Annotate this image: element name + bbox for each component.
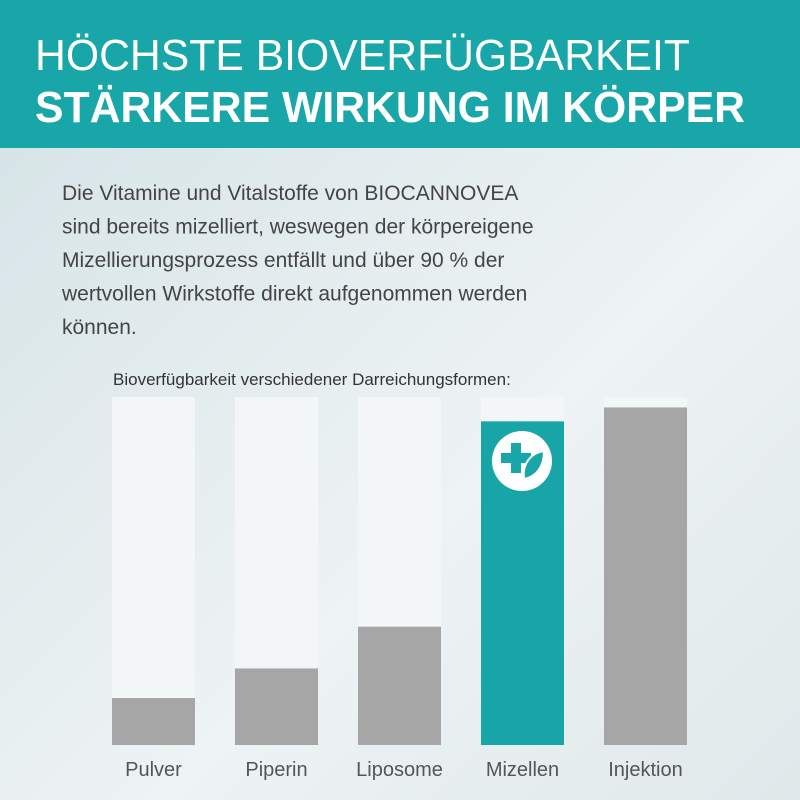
header-band [0, 0, 800, 148]
bar [358, 626, 441, 745]
bar-track [112, 397, 195, 745]
mizellen-icon [492, 431, 552, 491]
header-line1: HÖCHSTE BIOVERFÜGBARKEIT [35, 31, 690, 80]
intro-line: Mizellierungsprozess entfällt und über 9… [62, 249, 504, 272]
intro-line: sind bereits mizelliert, weswegen der kö… [62, 216, 534, 239]
icon-cross [501, 443, 531, 473]
intro-line: wertvollen Wirkstoffe direkt aufgenommen… [61, 283, 527, 306]
x-tick-label: Liposome [356, 759, 443, 781]
x-tick-label: Piperin [245, 759, 307, 781]
header-line2: STÄRKERE WIRKUNG IM KÖRPER [35, 83, 745, 132]
chart-title: Bioverfügbarkeit verschiedener Darreichu… [113, 370, 511, 389]
icon-leaf [522, 449, 546, 481]
x-tick-label: Injektion [608, 759, 683, 781]
bar [604, 407, 687, 745]
bar [235, 668, 318, 745]
intro-line: Die Vitamine und Vitalstoffe von BIOCANN… [62, 182, 518, 205]
bar [112, 698, 195, 745]
x-tick-label: Mizellen [486, 759, 559, 781]
x-tick-label: Pulver [125, 759, 182, 781]
intro-line: können. [62, 316, 137, 339]
